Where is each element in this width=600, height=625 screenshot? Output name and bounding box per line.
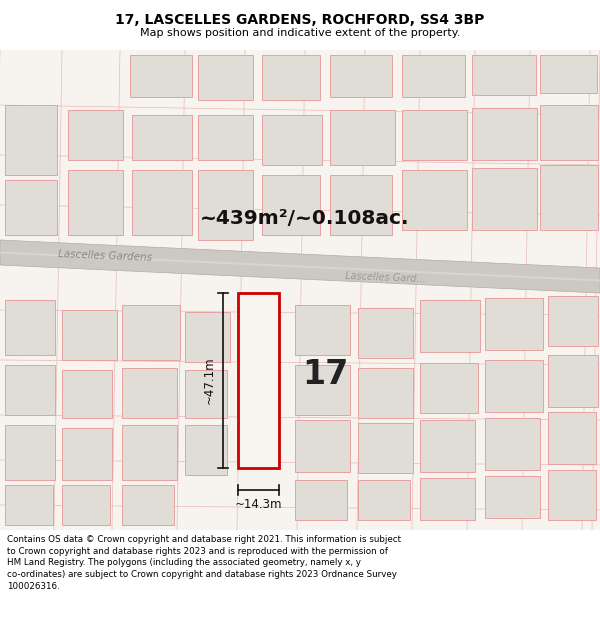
- Text: ~14.3m: ~14.3m: [235, 498, 282, 511]
- Bar: [420, 478, 475, 520]
- Bar: [5, 180, 57, 235]
- Bar: [485, 298, 543, 350]
- Text: 17, LASCELLES GARDENS, ROCHFORD, SS4 3BP: 17, LASCELLES GARDENS, ROCHFORD, SS4 3BP: [115, 12, 485, 26]
- Bar: [122, 305, 180, 360]
- Bar: [485, 418, 540, 470]
- Text: Contains OS data © Crown copyright and database right 2021. This information is : Contains OS data © Crown copyright and d…: [7, 535, 401, 591]
- Bar: [330, 55, 392, 97]
- Bar: [198, 115, 253, 160]
- Bar: [262, 115, 322, 165]
- Bar: [358, 423, 413, 473]
- Bar: [540, 55, 597, 93]
- Bar: [330, 110, 395, 165]
- Bar: [540, 105, 598, 160]
- Text: Lascelles Gard...: Lascelles Gard...: [344, 271, 425, 284]
- Bar: [5, 300, 55, 355]
- Bar: [185, 370, 227, 418]
- Text: ~47.1m: ~47.1m: [203, 357, 216, 404]
- Text: ~439m²/~0.108ac.: ~439m²/~0.108ac.: [200, 209, 409, 227]
- Bar: [132, 115, 192, 160]
- Bar: [420, 300, 480, 352]
- Bar: [420, 420, 475, 472]
- Bar: [485, 360, 543, 412]
- Bar: [62, 428, 112, 480]
- Bar: [185, 425, 227, 475]
- Bar: [330, 175, 392, 235]
- Bar: [122, 485, 174, 525]
- Bar: [548, 296, 598, 346]
- Bar: [472, 108, 537, 160]
- Bar: [122, 425, 177, 480]
- Bar: [472, 55, 536, 95]
- Bar: [295, 365, 350, 415]
- Bar: [402, 110, 467, 160]
- Bar: [68, 110, 123, 160]
- Bar: [62, 310, 117, 360]
- Bar: [5, 365, 55, 415]
- Bar: [132, 170, 192, 235]
- Bar: [68, 170, 123, 235]
- Bar: [5, 485, 53, 525]
- Bar: [198, 55, 253, 100]
- Polygon shape: [238, 293, 279, 468]
- Bar: [358, 308, 413, 358]
- Bar: [295, 420, 350, 472]
- Bar: [62, 370, 112, 418]
- Bar: [5, 105, 57, 175]
- Bar: [122, 368, 177, 418]
- Bar: [472, 168, 537, 230]
- Bar: [198, 170, 253, 240]
- Bar: [402, 170, 467, 230]
- Bar: [485, 476, 540, 518]
- Bar: [262, 55, 320, 100]
- Bar: [540, 165, 598, 230]
- Text: Map shows position and indicative extent of the property.: Map shows position and indicative extent…: [140, 28, 460, 38]
- Bar: [295, 480, 347, 520]
- Bar: [548, 355, 598, 407]
- Bar: [295, 305, 350, 355]
- Bar: [402, 55, 465, 97]
- Text: Lascelles Gardens: Lascelles Gardens: [58, 249, 152, 263]
- Bar: [548, 470, 596, 520]
- Bar: [62, 485, 110, 525]
- Bar: [420, 363, 478, 413]
- Bar: [262, 175, 320, 235]
- Bar: [185, 312, 230, 362]
- Bar: [358, 368, 413, 418]
- Bar: [5, 425, 55, 480]
- Text: 17: 17: [302, 359, 348, 391]
- Polygon shape: [0, 251, 600, 281]
- Bar: [548, 412, 596, 464]
- Polygon shape: [0, 240, 600, 293]
- Bar: [358, 480, 410, 520]
- Bar: [130, 55, 192, 97]
